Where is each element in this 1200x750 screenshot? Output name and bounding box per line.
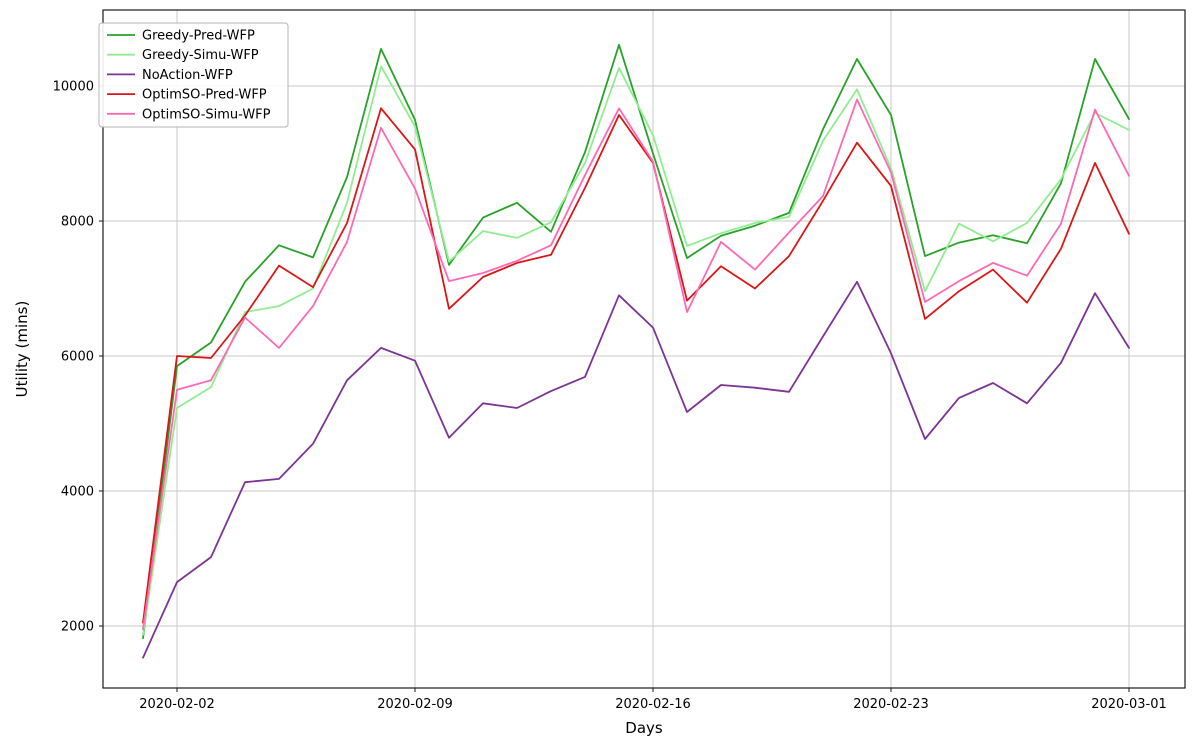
series-line-OptimSO-Simu-WFP [142,98,1130,631]
grid-lines [103,10,1185,688]
x-axis-label: Days [625,719,663,737]
legend-item-NoAction-WFP: NoAction-WFP [107,68,233,83]
series-line-OptimSO-Pred-WFP [142,107,1130,624]
legend-box [98,22,289,128]
legend-item-Greedy-Simu-WFP: Greedy-Simu-WFP [107,48,259,63]
legend-item-OptimSO-Simu-WFP: OptimSO-Simu-WFP [107,107,271,122]
y-tick-label: 10000 [53,80,94,95]
x-tick-label: 2020-02-09 [377,697,453,712]
tick-labels: 2020-02-02 2020-02-09 2020-02-16 2020-02-23… [53,80,1167,713]
plot-border [102,9,1186,689]
x-tick-label: 2020-02-23 [853,697,929,712]
y-axis-label: Utility (mins) [13,301,31,398]
y-tick-label: 6000 [61,350,94,365]
legend-label: OptimSO-Pred-WFP [142,88,267,103]
y-tick-label: 2000 [61,620,94,635]
series-lines [142,43,1130,659]
series-line-Greedy-Simu-WFP [142,65,1130,636]
legend-label: OptimSO-Simu-WFP [142,107,271,122]
legend: Greedy-Pred-WFP Greedy-Simu-WFP NoAction-W… [98,22,289,128]
legend-item-Greedy-Pred-WFP: Greedy-Pred-WFP [107,29,255,44]
legend-label: Greedy-Simu-WFP [142,48,259,63]
y-tick-label: 8000 [61,215,94,230]
legend-label: Greedy-Pred-WFP [142,29,255,44]
x-tick-label: 2020-03-01 [1091,697,1167,712]
series-line-NoAction-WFP [142,280,1130,659]
y-tick-label: 4000 [61,485,94,500]
x-tick-label: 2020-02-16 [615,697,691,712]
x-tick-label: 2020-02-02 [139,697,215,712]
legend-label: NoAction-WFP [142,68,233,83]
series-line-Greedy-Pred-WFP [142,43,1130,639]
legend-item-OptimSO-Pred-WFP: OptimSO-Pred-WFP [107,88,267,103]
